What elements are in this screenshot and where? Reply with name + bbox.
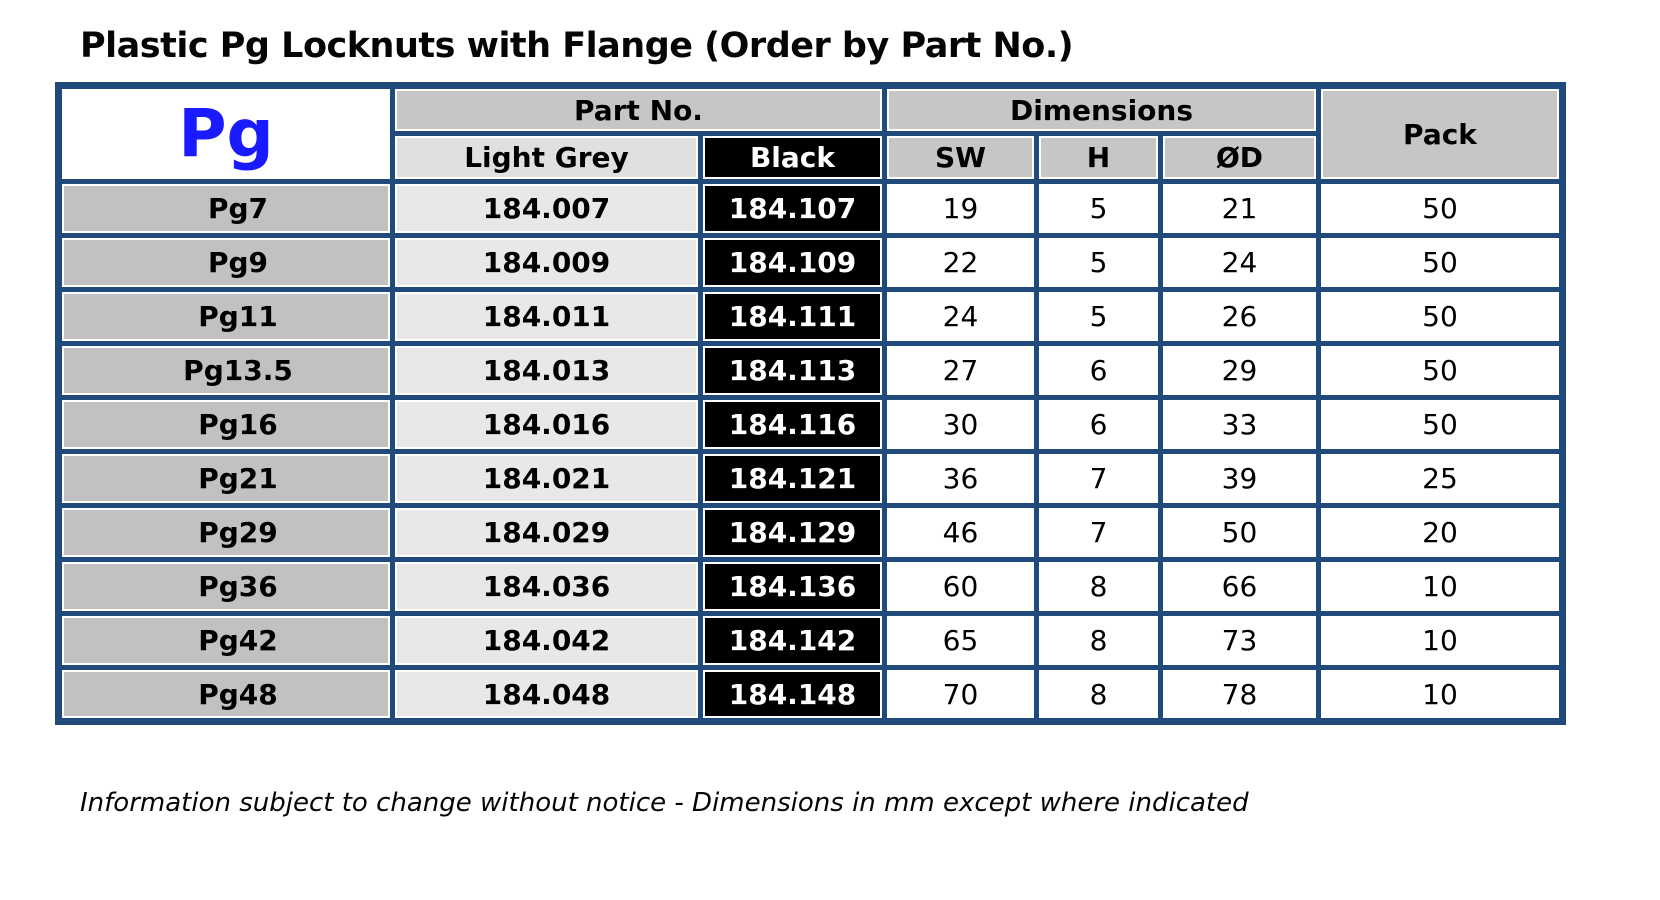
pack-cell: 10 [1316,611,1565,670]
od-cell: 66 [1158,557,1321,616]
od-cell: 33 [1158,395,1321,454]
pack-cell: 50 [1316,287,1565,346]
od-cell: 29 [1158,341,1321,400]
part-no-light-grey-cell: 184.016 [390,395,703,454]
table-row: Pg13.5 184.013 184.113 27 6 29 50 [56,341,1565,400]
table-row: Pg48 184.048 184.148 70 8 78 10 [56,665,1565,724]
table-row: Pg11 184.011 184.111 24 5 26 50 [56,287,1565,346]
pack-cell: 20 [1316,503,1565,562]
sw-cell: 22 [882,233,1039,292]
h-cell: 8 [1034,665,1163,724]
sw-cell: 30 [882,395,1039,454]
h-cell: 7 [1034,449,1163,508]
sw-cell: 46 [882,503,1039,562]
pg-logo: Pg [178,95,274,172]
table-row: Pg29 184.029 184.129 46 7 50 20 [56,503,1565,562]
header-row-subheaders: Light Grey Black SW H ØD [59,131,1563,184]
pg-size-cell: Pg42 [56,611,395,670]
h-cell: 6 [1034,395,1163,454]
pg-size-cell: Pg21 [56,449,395,508]
table-row: Pg7 184.007 184.107 19 5 21 50 [56,179,1565,238]
part-no-black-cell: 184.121 [698,449,887,508]
part-no-black-cell: 184.148 [698,665,887,724]
part-no-black-cell: 184.109 [698,233,887,292]
h-cell: 8 [1034,611,1163,670]
table-row: Pg9 184.009 184.109 22 5 24 50 [56,233,1565,292]
pg-size-cell: Pg13.5 [56,341,395,400]
header-dimensions: Dimensions [882,83,1321,136]
od-cell: 26 [1158,287,1321,346]
table-row: Pg16 184.016 184.116 30 6 33 50 [56,395,1565,454]
od-cell: 21 [1158,179,1321,238]
h-cell: 5 [1034,287,1163,346]
h-cell: 5 [1034,233,1163,292]
sw-cell: 36 [882,449,1039,508]
header-part-no: Part No. [390,83,887,136]
pg-size-cell: Pg11 [56,287,395,346]
part-no-black-cell: 184.111 [698,287,887,346]
part-no-light-grey-cell: 184.029 [390,503,703,562]
subheader-light-grey: Light Grey [390,131,703,184]
page-title: Plastic Pg Locknuts with Flange (Order b… [80,26,1074,66]
od-cell: 73 [1158,611,1321,670]
corner-cell: Pg [56,83,395,184]
part-no-light-grey-cell: 184.011 [390,287,703,346]
part-no-light-grey-cell: 184.042 [390,611,703,670]
part-no-light-grey-cell: 184.009 [390,233,703,292]
od-cell: 39 [1158,449,1321,508]
subheader-h: H [1034,131,1163,184]
od-cell: 50 [1158,503,1321,562]
part-no-black-cell: 184.107 [698,179,887,238]
locknut-spec-table: Pg Part No. Dimensions Pack Light Grey B… [55,82,1566,725]
table-row: Pg21 184.021 184.121 36 7 39 25 [56,449,1565,508]
part-no-black-cell: 184.129 [698,503,887,562]
pg-size-cell: Pg7 [56,179,395,238]
h-cell: 8 [1034,557,1163,616]
part-no-light-grey-cell: 184.021 [390,449,703,508]
subheader-od: ØD [1158,131,1321,184]
sw-cell: 27 [882,341,1039,400]
part-no-light-grey-cell: 184.036 [390,557,703,616]
pack-cell: 50 [1316,341,1565,400]
header-pack: Pack [1316,83,1565,184]
pack-cell: 50 [1316,179,1565,238]
part-no-black-cell: 184.116 [698,395,887,454]
subheader-sw: SW [882,131,1039,184]
pg-size-cell: Pg9 [56,233,395,292]
footer-disclaimer: Information subject to change without no… [80,788,1249,818]
part-no-black-cell: 184.136 [698,557,887,616]
h-cell: 7 [1034,503,1163,562]
sw-cell: 70 [882,665,1039,724]
pg-size-cell: Pg16 [56,395,395,454]
pg-size-cell: Pg29 [56,503,395,562]
pack-cell: 50 [1316,233,1565,292]
part-no-light-grey-cell: 184.048 [390,665,703,724]
pack-cell: 50 [1316,395,1565,454]
od-cell: 78 [1158,665,1321,724]
h-cell: 5 [1034,179,1163,238]
table-row: Pg42 184.042 184.142 65 8 73 10 [56,611,1565,670]
sw-cell: 19 [882,179,1039,238]
part-no-black-cell: 184.113 [698,341,887,400]
sw-cell: 60 [882,557,1039,616]
pack-cell: 25 [1316,449,1565,508]
sw-cell: 65 [882,611,1039,670]
pg-size-cell: Pg36 [56,557,395,616]
od-cell: 24 [1158,233,1321,292]
pg-size-cell: Pg48 [56,665,395,724]
sw-cell: 24 [882,287,1039,346]
part-no-black-cell: 184.142 [698,611,887,670]
table-row: Pg36 184.036 184.136 60 8 66 10 [56,557,1565,616]
pack-cell: 10 [1316,665,1565,724]
part-no-light-grey-cell: 184.007 [390,179,703,238]
header-row-groups: Pg Part No. Dimensions Pack [56,83,1565,184]
part-no-light-grey-cell: 184.013 [390,341,703,400]
pack-cell: 10 [1316,557,1565,616]
subheader-black: Black [698,131,887,184]
h-cell: 6 [1034,341,1163,400]
